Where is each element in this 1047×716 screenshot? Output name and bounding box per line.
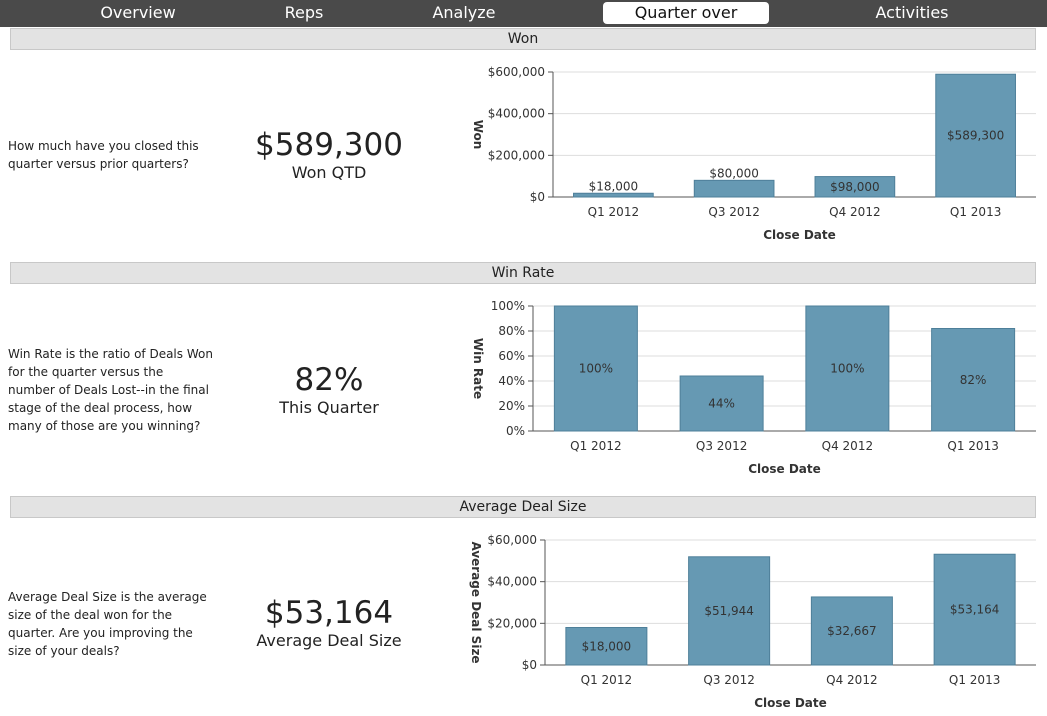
won-bar [693, 179, 775, 198]
average-deal-size-category-label: Q3 2012 [703, 673, 754, 687]
win-rate-data-label: 100% [579, 362, 613, 376]
won-ytick-label: $0 [530, 190, 545, 204]
tab-analyze[interactable]: Analyze [432, 3, 496, 22]
win-rate-ytick-label: 20% [498, 399, 525, 413]
average-deal-size-category-label: Q1 2012 [581, 673, 632, 687]
win-rate-ytick-label: 40% [498, 374, 525, 388]
section-header-won: Won [10, 28, 1036, 50]
won-kpi: $589,300 Won QTD [224, 127, 434, 183]
won-data-label: $80,000 [709, 166, 759, 180]
average-deal-size-data-label: $51,944 [704, 604, 754, 618]
average-deal-size-ytick-label: $40,000 [487, 575, 537, 589]
win-rate-bar [553, 305, 638, 432]
win-rate-category-label: Q3 2012 [696, 439, 747, 453]
win-rate-ytick-label: 60% [498, 349, 525, 363]
kpi-value: $589,300 [255, 127, 403, 163]
won-data-label: $18,000 [589, 179, 639, 193]
tab-reps[interactable]: Reps [284, 3, 324, 22]
win-rate-category-label: Q1 2012 [570, 439, 621, 453]
won-category-label: Q1 2012 [588, 205, 639, 219]
win-rate-ytick-label: 100% [491, 299, 525, 313]
tab-activities[interactable]: Activities [875, 3, 949, 22]
won-ytick-label: $200,000 [488, 148, 545, 162]
kpi-label: Won QTD [291, 163, 367, 182]
won-bar [573, 192, 654, 198]
average-deal-size-data-label: $32,667 [827, 624, 877, 638]
won-data-label: $98,000 [830, 180, 880, 194]
won-data-label: $589,300 [947, 129, 1004, 143]
average-deal-size-ytick-label: $20,000 [487, 616, 537, 630]
won-category-label: Q1 2013 [950, 205, 1001, 219]
win-rate-ytick-label: 80% [498, 324, 525, 338]
won-bar [935, 73, 1016, 198]
tab-overview[interactable]: Overview [100, 3, 176, 22]
kpi-value: 82% [294, 362, 364, 398]
won-category-label: Q4 2012 [829, 205, 880, 219]
win-rate-ytick-label: 0% [506, 424, 525, 438]
average-deal-size-category-label: Q4 2012 [826, 673, 877, 687]
won-description: How much have you closed this quarter ve… [8, 139, 199, 171]
win-rate-y-axis-title: Win Rate [471, 338, 485, 399]
average-deal-size-ytick-label: $60,000 [487, 533, 537, 547]
win-rate-data-label: 100% [830, 362, 864, 376]
average-deal-size-bar [933, 553, 1016, 666]
win-rate-bar [931, 328, 1016, 432]
kpi-value: $53,164 [264, 595, 394, 631]
average-deal-size-kpi: $53,164 Average Deal Size [224, 595, 434, 651]
win-rate-description: Win Rate is the ratio of Deals Won for t… [8, 347, 213, 433]
win-rate-category-label: Q1 2013 [947, 439, 998, 453]
average-deal-size-x-axis-title: Close Date [754, 696, 827, 710]
win-rate-bar [679, 375, 764, 432]
average-deal-size-ytick-label: $0 [522, 658, 537, 672]
won-ytick-label: $400,000 [488, 107, 545, 121]
win-rate-category-label: Q4 2012 [822, 439, 873, 453]
win-rate-kpi: 82% This Quarter [224, 362, 434, 418]
kpi-label: Average Deal Size [256, 631, 402, 650]
section-header-win-rate: Win Rate [10, 262, 1036, 284]
won-x-axis-title: Close Date [763, 228, 836, 242]
section-header-average-deal-size: Average Deal Size [10, 496, 1036, 518]
win-rate-data-label: 82% [960, 373, 987, 387]
win-rate-bar [805, 305, 890, 432]
average-deal-size-bar [688, 556, 771, 666]
average-deal-size-data-label: $18,000 [582, 639, 632, 653]
won-bar [814, 176, 896, 198]
win-rate-x-axis-title: Close Date [748, 462, 821, 476]
kpi-label: This Quarter [279, 398, 379, 417]
average-deal-size-category-label: Q1 2013 [949, 673, 1000, 687]
average-deal-size-bar [565, 627, 648, 666]
won-y-axis-title: Won [471, 120, 485, 150]
average-deal-size-bar [810, 596, 893, 666]
won-ytick-label: $600,000 [488, 65, 545, 79]
win-rate-data-label: 44% [708, 397, 735, 411]
average-deal-size-y-axis-title: Average Deal Size [469, 541, 483, 663]
average-deal-size-description: Average Deal Size is the average size of… [8, 590, 207, 658]
average-deal-size-data-label: $53,164 [950, 603, 1000, 617]
won-category-label: Q3 2012 [708, 205, 759, 219]
